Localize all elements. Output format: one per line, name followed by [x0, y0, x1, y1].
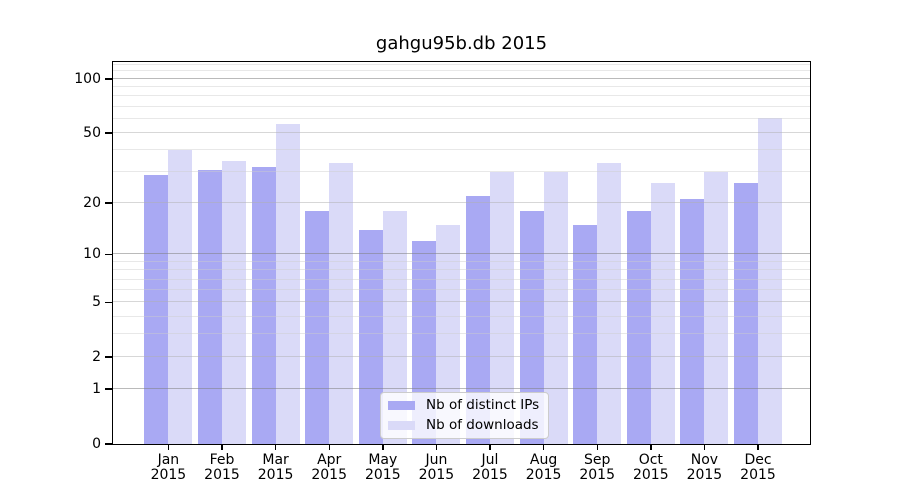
x-tick-jan	[167, 444, 170, 450]
x-tick-label-mar: Mar 2015	[257, 452, 294, 483]
x-tick-apr	[328, 444, 330, 450]
x-tick-mar	[274, 444, 277, 450]
x-tick-jul	[489, 444, 491, 450]
legend-label-downloads: Nb of downloads	[426, 417, 539, 433]
bar-distinct-ips-dec	[734, 183, 758, 444]
y-tick-label-50: 50	[83, 124, 101, 141]
gridline-y-4	[113, 315, 810, 317]
gridline-y-20	[113, 202, 810, 204]
y-tick-100	[105, 78, 113, 80]
gridline-y-5	[113, 301, 810, 303]
bar-downloads-sep	[597, 162, 622, 444]
chart-title: gahgu95b.db 2015	[375, 33, 548, 54]
x-tick-oct	[650, 444, 652, 450]
x-tick-label-oct: Oct 2015	[632, 452, 669, 483]
legend-entry-distinct-ips: Nb of distinct IPs	[388, 398, 539, 413]
bar-distinct-ips-jan	[144, 174, 169, 444]
x-tick-feb	[221, 444, 223, 450]
gridline-y-90	[113, 86, 810, 88]
gridline-y-1	[113, 388, 810, 390]
x-tick-label-nov: Nov 2015	[686, 452, 723, 483]
x-tick-aug	[542, 444, 545, 450]
bar-distinct-ips-apr	[305, 211, 330, 444]
x-tick-nov	[703, 444, 706, 450]
y-tick-10	[105, 253, 113, 255]
y-tick-2	[105, 356, 113, 358]
gridline-y-3	[113, 333, 810, 335]
y-tick-5	[105, 301, 113, 303]
bar-distinct-ips-oct	[626, 211, 651, 444]
bar-distinct-ips-mar	[251, 167, 276, 444]
x-tick-may	[382, 444, 384, 450]
legend-entry-downloads: Nb of downloads	[388, 418, 539, 433]
x-tick-jun	[435, 444, 438, 450]
gridline-y-7	[113, 278, 810, 280]
gridline-y-70	[113, 105, 810, 107]
gridline-y-6	[113, 289, 810, 290]
y-tick-label-10: 10	[83, 246, 101, 263]
gridline-y-40	[113, 149, 810, 151]
y-tick-label-0: 0	[92, 436, 101, 452]
x-tick-dec	[757, 444, 759, 450]
bar-distinct-ips-sep	[573, 224, 598, 444]
bar-downloads-oct	[650, 183, 675, 444]
x-tick-label-apr: Apr 2015	[311, 452, 347, 483]
bar-downloads-feb	[222, 160, 246, 444]
legend-swatch-distinct-ips	[388, 401, 415, 410]
x-tick-label-aug: Aug 2015	[525, 452, 562, 483]
x-tick-sep	[596, 444, 598, 450]
x-tick-label-jan: Jan 2015	[150, 452, 187, 483]
bar-distinct-ips-nov	[680, 199, 705, 444]
bar-downloads-apr	[329, 162, 354, 444]
y-tick-50	[105, 132, 113, 134]
y-tick-0	[105, 443, 113, 445]
plot-area	[113, 62, 810, 444]
x-tick-label-jul: Jul 2015	[472, 452, 508, 483]
x-tick-label-dec: Dec 2015	[740, 452, 776, 483]
y-tick-label-2: 2	[92, 349, 101, 366]
bar-downloads-dec	[758, 117, 782, 444]
x-tick-label-feb: Feb 2015	[204, 452, 240, 483]
gridline-y-100	[113, 77, 810, 79]
bar-distinct-ips-feb	[198, 169, 222, 444]
gridline-y-2	[113, 356, 810, 358]
y-tick-label-20: 20	[83, 195, 101, 212]
y-tick-20	[105, 202, 113, 204]
y-tick-label-1: 1	[92, 381, 101, 398]
legend-swatch-downloads	[388, 421, 415, 430]
gridline-y-50	[113, 131, 810, 133]
gridline-y-80	[113, 95, 810, 97]
legend-label-distinct-ips: Nb of distinct IPs	[426, 397, 540, 413]
y-tick-label-100: 100	[74, 70, 101, 87]
gridline-y-120	[113, 63, 810, 65]
bar-downloads-jan	[168, 150, 193, 444]
gridline-y-30	[113, 171, 810, 173]
y-tick-label-5: 5	[92, 294, 101, 311]
x-tick-label-sep: Sep 2015	[579, 452, 615, 483]
x-tick-label-may: May 2015	[364, 452, 401, 483]
gridline-y-8	[113, 269, 810, 271]
gridline-y-60	[113, 117, 810, 119]
gridline-y-110	[113, 70, 810, 72]
gridline-y-9	[113, 260, 810, 262]
bar-distinct-ips-may	[358, 229, 383, 444]
gridline-y-10	[113, 253, 810, 255]
bar-downloads-mar	[275, 124, 300, 444]
bar-downloads-nov	[704, 172, 729, 444]
x-tick-label-jun: Jun 2015	[418, 452, 455, 483]
y-tick-1	[105, 388, 113, 390]
legend: Nb of distinct IPs Nb of downloads	[380, 392, 550, 439]
